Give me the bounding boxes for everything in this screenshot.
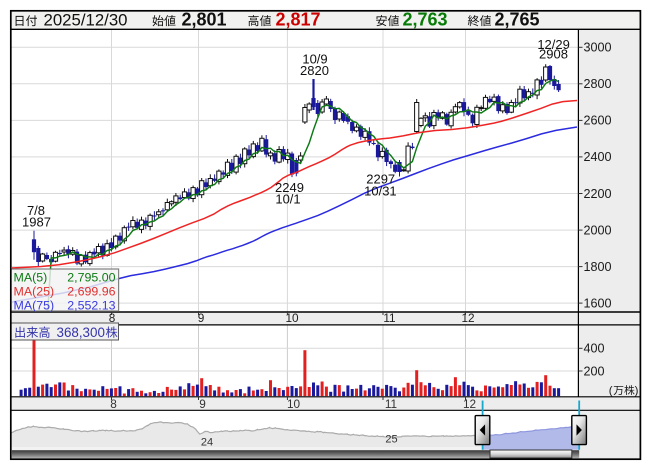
svg-text:24: 24 [201,437,213,449]
svg-text:2297: 2297 [366,171,395,186]
svg-text:10/9: 10/9 [302,51,327,66]
svg-text:25: 25 [385,434,397,446]
svg-text:2249: 2249 [275,180,304,195]
svg-text:12/29: 12/29 [537,37,570,52]
svg-text:12: 12 [463,397,476,411]
svg-text:2025/12/30: 2025/12/30 [44,11,128,30]
svg-text:1600: 1600 [584,296,612,310]
svg-text:2400: 2400 [584,150,612,164]
svg-text:7/8: 7/8 [27,203,45,218]
svg-text:10: 10 [287,397,301,411]
svg-text:1800: 1800 [584,260,612,274]
svg-text:200: 200 [584,364,605,378]
svg-text:(: ( [609,385,613,397]
svg-text:9: 9 [198,311,205,325]
svg-text:): ) [635,385,639,397]
svg-text:2000: 2000 [584,223,612,237]
svg-text:368,300: 368,300 [57,325,105,340]
svg-text:8: 8 [109,311,116,325]
svg-text:2200: 2200 [584,187,612,201]
svg-text:2,552.13: 2,552.13 [67,299,115,313]
svg-text:2,763: 2,763 [403,10,448,30]
svg-text:2,765: 2,765 [495,10,540,30]
svg-text:400: 400 [584,342,605,356]
svg-text:MA(25): MA(25) [14,285,55,299]
svg-text:11: 11 [383,311,395,325]
svg-text:12: 12 [461,311,474,325]
svg-text:10/31: 10/31 [364,184,397,199]
svg-text:2600: 2600 [584,114,612,128]
svg-text:9: 9 [199,397,206,411]
svg-text:2,801: 2,801 [182,10,227,30]
svg-text:8: 8 [110,397,117,411]
svg-text:MA(5): MA(5) [14,271,48,285]
svg-text:MA(75): MA(75) [14,299,55,313]
svg-text:2800: 2800 [584,77,612,91]
svg-text:2,817: 2,817 [276,10,321,30]
svg-text:2820: 2820 [300,63,329,78]
svg-text:11: 11 [385,397,397,411]
svg-text:2,795.00: 2,795.00 [67,271,115,285]
svg-text:10: 10 [285,311,299,325]
svg-text:2,699.96: 2,699.96 [67,285,115,299]
svg-text:10/1: 10/1 [275,191,300,206]
svg-text:2908: 2908 [539,47,568,62]
svg-text:3000: 3000 [584,41,612,55]
svg-text:1987: 1987 [22,214,51,229]
